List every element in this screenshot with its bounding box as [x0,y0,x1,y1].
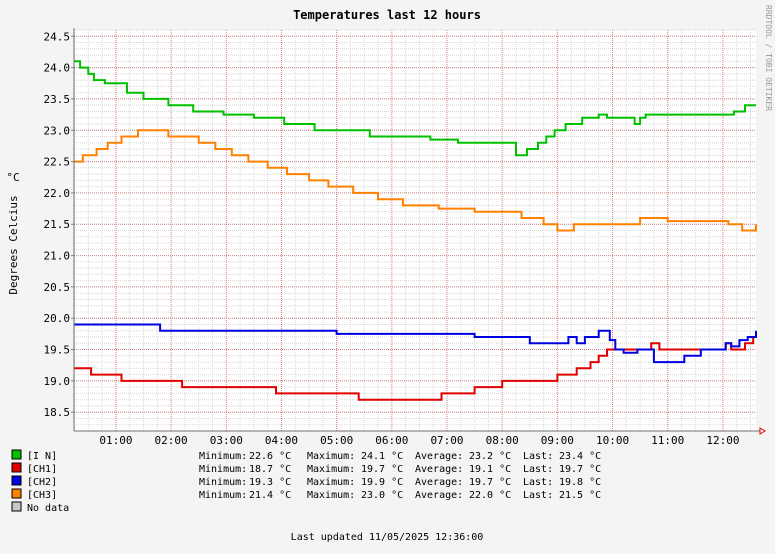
stat-min-value: 18.7 °C [249,464,291,475]
legend-swatch-in [11,449,22,460]
x-tick-label: 03:00 [210,434,243,447]
x-tick-label: 02:00 [155,434,188,447]
stat-max-value: 24.1 °C [361,451,403,462]
legend-label-nodata: No data [27,503,69,514]
stat-max-value: 19.9 °C [361,477,403,488]
stat-max-label: Maximum: [307,490,355,501]
legend-swatch-ch3 [11,488,22,499]
stat-min-label: Minimum: [199,451,247,462]
y-tick-label: 23.5 [44,93,71,106]
stat-avg-value: 19.1 °C [469,464,511,475]
stat-avg-value: 23.2 °C [469,451,511,462]
stat-last-label: Last: [523,477,553,488]
y-tick-label: 19.5 [44,344,71,357]
x-axis-arrow [759,427,766,435]
stat-min-label: Minimum: [199,490,247,501]
stat-min-value: 22.6 °C [249,451,291,462]
y-axis-unit: °C [6,171,19,184]
stat-avg-value: 22.0 °C [469,490,511,501]
series-line-ch1 [74,333,757,401]
stat-avg-label: Average: [415,451,463,462]
x-tick-label: 04:00 [265,434,298,447]
stat-avg-label: Average: [415,464,463,475]
chart-title: Temperatures last 12 hours [293,8,481,22]
stat-max-label: Maximum: [307,464,355,475]
watermark: RRDTOOL / TOBI OETIKER [764,5,773,111]
y-tick-label: 20.5 [44,281,71,294]
legend-swatch-ch1 [11,462,22,473]
stat-max-value: 19.7 °C [361,464,403,475]
stat-last-label: Last: [523,451,553,462]
legend-swatch-nodata [11,501,22,512]
x-tick-label: 12:00 [706,434,739,447]
y-tick-label: 22.5 [44,156,71,169]
stat-min-value: 21.4 °C [249,490,291,501]
x-tick-label: 05:00 [320,434,353,447]
stat-avg-label: Average: [415,477,463,488]
stat-max-value: 23.0 °C [361,490,403,501]
stat-max-label: Maximum: [307,451,355,462]
stat-last-value: 19.7 °C [559,464,601,475]
series-line-ch3 [74,129,757,232]
x-tick-label: 07:00 [430,434,463,447]
stat-last-value: 23.4 °C [559,451,601,462]
legend-label-ch1: [CH1] [27,464,57,475]
last-updated: Last updated 11/05/2025 12:36:00 [291,532,484,543]
y-tick-label: 21.5 [44,218,71,231]
stat-last-value: 21.5 °C [559,490,601,501]
legend-label-in: [I N] [27,451,57,462]
legend-label-ch3: [CH3] [27,490,57,501]
stat-last-label: Last: [523,490,553,501]
legend-label-ch2: [CH2] [27,477,57,488]
legend-swatch-ch2 [11,475,22,486]
stat-avg-value: 19.7 °C [469,477,511,488]
stat-min-value: 19.3 °C [249,477,291,488]
y-tick-label: 21.0 [44,250,71,263]
stat-min-label: Minimum: [199,477,247,488]
x-tick-label: 08:00 [486,434,519,447]
y-axis-label: Degrees Celcius [7,195,20,294]
y-tick-label: 22.0 [44,187,71,200]
y-tick-label: 23.0 [44,124,71,137]
stat-last-value: 19.8 °C [559,477,601,488]
stat-min-label: Minimum: [199,464,247,475]
x-tick-label: 11:00 [651,434,684,447]
series-line-ch2 [74,323,757,364]
x-tick-label: 06:00 [375,434,408,447]
y-tick-label: 20.0 [44,312,71,325]
y-tick-label: 24.5 [44,30,71,43]
stat-max-label: Maximum: [307,477,355,488]
y-tick-label: 18.5 [44,406,71,419]
x-tick-label: 10:00 [596,434,629,447]
stat-avg-label: Average: [415,490,463,501]
x-tick-label: 01:00 [99,434,132,447]
y-tick-label: 24.0 [44,62,71,75]
series-line-in [74,60,756,157]
stat-last-label: Last: [523,464,553,475]
x-tick-label: 09:00 [541,434,574,447]
y-tick-label: 19.0 [44,375,71,388]
